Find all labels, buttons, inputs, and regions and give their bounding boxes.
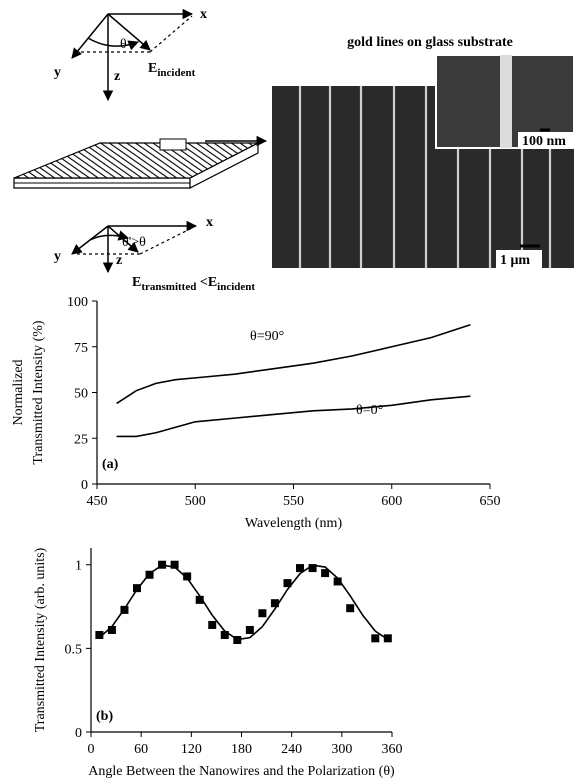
- scale-box: [496, 250, 542, 268]
- data-line: [116, 395, 471, 438]
- data-line: [116, 324, 471, 405]
- axis-label: x: [200, 7, 207, 22]
- zoom-box: [159, 138, 187, 151]
- data-point: [208, 620, 217, 629]
- axis-label: y: [54, 65, 61, 80]
- y-tick-label: 25: [74, 432, 88, 447]
- series-label: θ=0°: [356, 403, 383, 418]
- axis-arrow: [71, 13, 109, 59]
- y-tick-label: 75: [74, 341, 88, 356]
- data-point: [183, 572, 192, 581]
- data-point: [132, 584, 141, 593]
- scale-label: 100 nm: [522, 134, 566, 149]
- field-label: Eincident: [148, 61, 196, 79]
- data-line: [98, 564, 389, 641]
- field-sub: transmitted: [141, 281, 196, 293]
- comparison: <E: [196, 275, 217, 290]
- data-point: [296, 564, 305, 573]
- x-tick-label: 60: [134, 742, 148, 757]
- y-tick-label: 50: [74, 387, 88, 402]
- x-tick-label: 500: [185, 494, 206, 509]
- y-axis-label: Transmitted Intensity (%): [31, 320, 46, 464]
- data-point: [170, 560, 179, 569]
- data-point: [195, 595, 204, 604]
- data-point: [383, 634, 392, 643]
- field-arrow: [107, 13, 151, 51]
- y-axis-label: Transmitted Intensity (arb. units): [33, 547, 48, 732]
- angle-arc: [87, 37, 139, 51]
- x-tick-label: 650: [480, 494, 501, 509]
- incident-axes: x y z θ Eincident: [54, 7, 207, 102]
- projection: [76, 227, 193, 255]
- x-tick-label: 360: [382, 742, 403, 757]
- axis-label: z: [114, 69, 120, 84]
- scale-label: 1 μm: [500, 253, 530, 268]
- x-tick-label: 300: [331, 742, 352, 757]
- data-point: [258, 609, 267, 618]
- data-point: [321, 569, 330, 578]
- x-axis-label: Wavelength (nm): [245, 516, 343, 531]
- y-tick-label: 0: [81, 478, 88, 493]
- data-point: [220, 630, 229, 639]
- y-axis-label: Normalized: [11, 359, 26, 425]
- field-sub: incident: [217, 281, 255, 293]
- axis-label: x: [206, 215, 213, 230]
- y-tick-label: 0: [75, 726, 82, 741]
- panel-label: (b): [96, 709, 113, 724]
- x-axis-label: Angle Between the Nanowires and the Pola…: [88, 764, 395, 779]
- scale-box: [518, 132, 574, 148]
- panel-label: (a): [102, 457, 119, 472]
- angle-label: θ'>θ: [122, 235, 146, 250]
- axis-label: y: [54, 249, 61, 264]
- axis-label: z: [116, 253, 122, 268]
- series-label: θ=90°: [250, 329, 284, 344]
- x-tick-label: 0: [88, 742, 95, 757]
- field: E: [148, 61, 157, 76]
- angle-label: θ: [120, 37, 127, 52]
- y-tick-label: 0.5: [65, 642, 83, 657]
- substrate: [13, 135, 268, 189]
- field-label: Etransmitted <Eincident: [132, 275, 255, 293]
- data-point: [107, 625, 116, 634]
- field-sub: incident: [157, 67, 195, 79]
- inset-wire: [500, 55, 512, 148]
- x-tick-label: 450: [87, 494, 108, 509]
- data-point: [308, 564, 317, 573]
- wires: [298, 86, 552, 268]
- y-tick-label: 100: [67, 295, 88, 310]
- plate-top: [13, 142, 259, 179]
- data-point: [283, 579, 292, 588]
- x-tick-label: 600: [381, 494, 402, 509]
- data-point: [95, 630, 104, 639]
- data-point: [346, 604, 355, 613]
- data-point: [245, 625, 254, 634]
- projection: [75, 15, 193, 53]
- micrograph-title: gold lines on glass substrate: [347, 35, 513, 50]
- x-tick-label: 550: [283, 494, 304, 509]
- field: E: [132, 275, 141, 290]
- x-tick-label: 180: [231, 742, 252, 757]
- data-point: [333, 577, 342, 586]
- data-point: [371, 634, 380, 643]
- x-tick-label: 120: [181, 742, 202, 757]
- y-tick-label: 1: [75, 559, 82, 574]
- transmitted-axes: x y z θ'>θ Etransmitted <Eincident: [54, 215, 255, 293]
- data-point: [270, 599, 279, 608]
- x-tick-label: 240: [281, 742, 302, 757]
- micrograph: gold lines on glass substrate 100 nm 1 μ…: [272, 35, 574, 268]
- angle-arc: [89, 230, 130, 241]
